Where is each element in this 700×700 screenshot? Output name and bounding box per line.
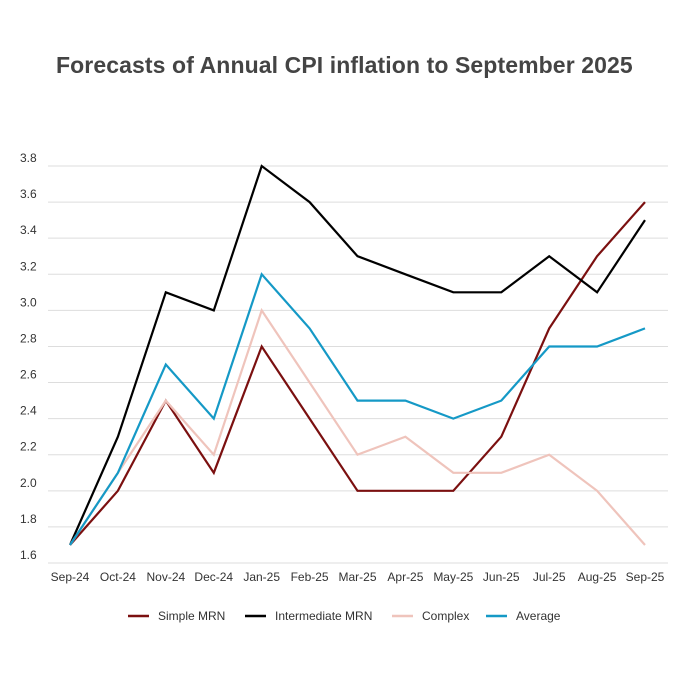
x-tick-label: Sep-25: [626, 570, 665, 584]
series-lines: [68, 164, 646, 546]
y-tick-label: 3.8: [20, 151, 37, 165]
x-tick-label: Jul-25: [533, 570, 566, 584]
legend-label: Average: [516, 609, 561, 623]
legend-label: Complex: [422, 609, 469, 623]
x-tick-label: Oct-24: [100, 570, 136, 584]
x-tick-label: Jun-25: [483, 570, 520, 584]
y-tick-label: 3.6: [20, 187, 37, 201]
series-line-simple-mrn: [69, 201, 646, 546]
y-tick-label: 1.8: [20, 512, 37, 526]
y-tick-label: 2.4: [20, 404, 37, 418]
y-tick-label: 3.4: [20, 223, 37, 237]
x-tick-label: Apr-25: [387, 570, 423, 584]
y-axis-ticks: 1.6 1.8 2.0 2.2 2.4 2.6 2.8 3.0 3.2 3.4 3.6 3.8: [20, 151, 37, 562]
chart-title: Forecasts of Annual CPI inflation to Sep…: [56, 52, 633, 78]
x-tick-label: Feb-25: [291, 570, 329, 584]
y-tick-label: 3.2: [20, 259, 37, 273]
y-tick-label: 2.2: [20, 440, 37, 454]
y-tick-label: 1.6: [20, 548, 37, 562]
series-line-intermediate-mrn: [68, 164, 646, 546]
series-line-complex: [69, 307, 646, 546]
x-tick-label: May-25: [433, 570, 473, 584]
x-tick-label: Nov-24: [146, 570, 185, 584]
x-axis-ticks: Sep-24 Oct-24 Nov-24 Dec-24 Jan-25 Feb-25 Mar-…: [51, 570, 665, 584]
y-tick-label: 2.6: [20, 368, 37, 382]
x-tick-label: Mar-25: [338, 570, 376, 584]
legend-label: Intermediate MRN: [275, 609, 372, 623]
legend-label: Simple MRN: [158, 609, 225, 623]
y-tick-label: 2.0: [20, 476, 37, 490]
x-tick-label: Jan-25: [243, 570, 280, 584]
y-tick-label: 2.8: [20, 331, 37, 345]
y-tick-label: 3.0: [20, 295, 37, 309]
x-tick-label: Sep-24: [51, 570, 90, 584]
x-tick-label: Dec-24: [194, 570, 233, 584]
x-tick-label: Aug-25: [578, 570, 617, 584]
legend: Simple MRN Intermediate MRN Complex Average: [128, 609, 561, 623]
series-line-average: [69, 272, 646, 546]
